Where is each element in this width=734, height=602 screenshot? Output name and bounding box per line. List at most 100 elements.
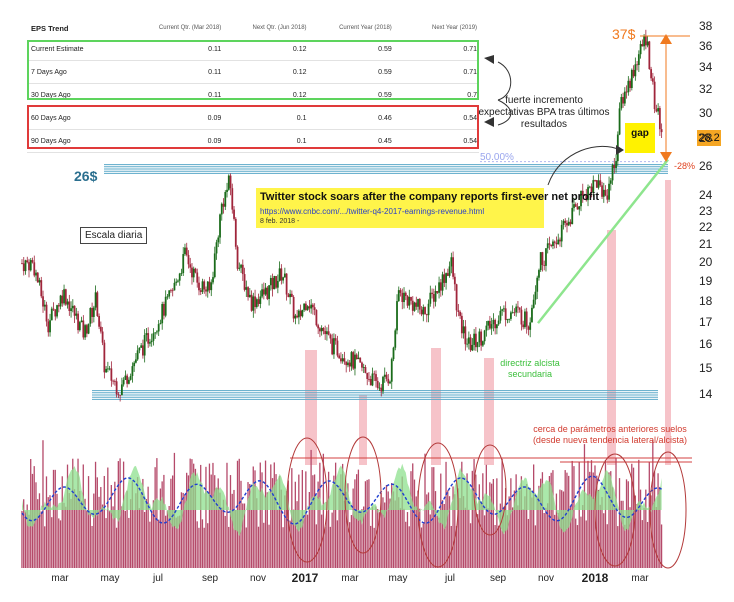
volume-bar: [433, 467, 435, 568]
eps-cell: 0.12: [292, 91, 307, 99]
candle-body: [245, 287, 248, 290]
candle-body: [578, 206, 581, 210]
candle-body: [567, 221, 570, 226]
candle-body: [29, 260, 32, 271]
x-tick-label: 2017: [291, 571, 319, 585]
volume-bar: [466, 473, 468, 568]
news-headline: Twitter stock soars after the company re…: [260, 191, 600, 203]
candle-body: [191, 267, 193, 278]
candle-body: [262, 289, 265, 295]
candle-body: [538, 270, 540, 278]
volume-bar: [534, 525, 537, 568]
candle-body: [545, 248, 547, 266]
volume-bar: [413, 479, 416, 568]
candle-body: [149, 342, 151, 344]
candle-body: [327, 331, 330, 335]
volume-bar: [299, 518, 302, 568]
volume-bar: [186, 472, 188, 568]
floor-circle: [417, 442, 459, 568]
candle-body: [660, 129, 663, 133]
candle-body: [273, 276, 276, 290]
candle-body: [205, 289, 207, 292]
volume-bar: [282, 527, 284, 568]
volume-bar: [93, 493, 95, 568]
volume-bar: [243, 503, 246, 568]
candle-body: [492, 319, 495, 325]
volume-bar: [569, 506, 572, 568]
y-tick-label: 15: [699, 361, 713, 376]
candle-body: [646, 41, 649, 46]
volume-bar: [545, 507, 547, 568]
floor-circle: [473, 444, 507, 536]
overlays: [286, 34, 692, 569]
volume-bar: [499, 503, 502, 568]
candle-body: [345, 361, 348, 366]
volume-bar: [587, 460, 589, 568]
uptrend-line: [537, 158, 669, 324]
eps-row-label: 7 Days Ago: [31, 68, 67, 76]
candle-body: [50, 308, 53, 321]
volume-bar: [189, 458, 191, 568]
volume-bar: [622, 500, 624, 568]
eps-cell: 0.59: [378, 91, 392, 99]
candle-body: [457, 310, 460, 312]
candle-body: [289, 293, 292, 298]
candle-body: [529, 322, 532, 330]
candle-body: [143, 335, 146, 356]
volume-bar: [145, 499, 148, 568]
volume-bar: [424, 453, 426, 568]
eps-cell: 0.59: [378, 45, 392, 53]
candle-body: [94, 292, 97, 308]
volume-bar: [203, 527, 205, 568]
eps-cell: 0.7: [467, 91, 478, 99]
candle-body: [620, 97, 623, 109]
candle-body: [212, 277, 214, 283]
candle-body: [615, 161, 617, 169]
volume-bar: [329, 526, 332, 568]
candle-body: [347, 362, 349, 366]
candle-body: [261, 289, 263, 297]
candle-body: [168, 290, 171, 297]
volume-bar: [641, 520, 643, 568]
x-tick-label: sep: [201, 573, 219, 584]
candle-body: [59, 295, 62, 307]
candle-body: [108, 368, 111, 370]
volume-bar: [138, 508, 141, 568]
candle-body: [546, 243, 549, 249]
candle-body: [227, 175, 230, 190]
candle-body: [257, 299, 260, 304]
candle-body: [432, 294, 435, 302]
volume-bar: [613, 507, 615, 568]
volume-bar: [208, 463, 211, 568]
candle-body: [184, 247, 186, 255]
volume-bar: [454, 494, 456, 568]
candle-body: [175, 281, 178, 283]
volume-bar: [536, 496, 538, 568]
volume-bar: [38, 493, 41, 568]
eps-row-label: 30 Days Ago: [31, 91, 71, 99]
volume-bar: [201, 519, 204, 568]
candle-body: [397, 290, 400, 302]
candle-body: [382, 376, 384, 392]
volume-bar: [408, 526, 410, 568]
candle-body: [77, 313, 79, 331]
volume-bar: [154, 467, 156, 568]
volume-bar: [455, 525, 458, 568]
range-arrow-down: [660, 152, 672, 162]
candle-body: [113, 380, 116, 382]
volume-bar: [292, 509, 295, 568]
candle-body: [651, 78, 654, 82]
volume-bar: [585, 520, 587, 568]
news-date: 8 feb. 2018 -: [260, 218, 300, 225]
volume-bar: [256, 498, 258, 568]
candle-body: [283, 273, 286, 278]
volume-bar: [268, 524, 270, 568]
volume-bar: [494, 525, 496, 568]
candle-body: [127, 379, 130, 384]
candle-body: [98, 316, 101, 327]
candle-body: [105, 368, 108, 373]
candle-body: [639, 44, 642, 55]
volume-bar: [643, 507, 645, 568]
candle-body: [653, 81, 656, 110]
candle-body: [637, 54, 640, 65]
